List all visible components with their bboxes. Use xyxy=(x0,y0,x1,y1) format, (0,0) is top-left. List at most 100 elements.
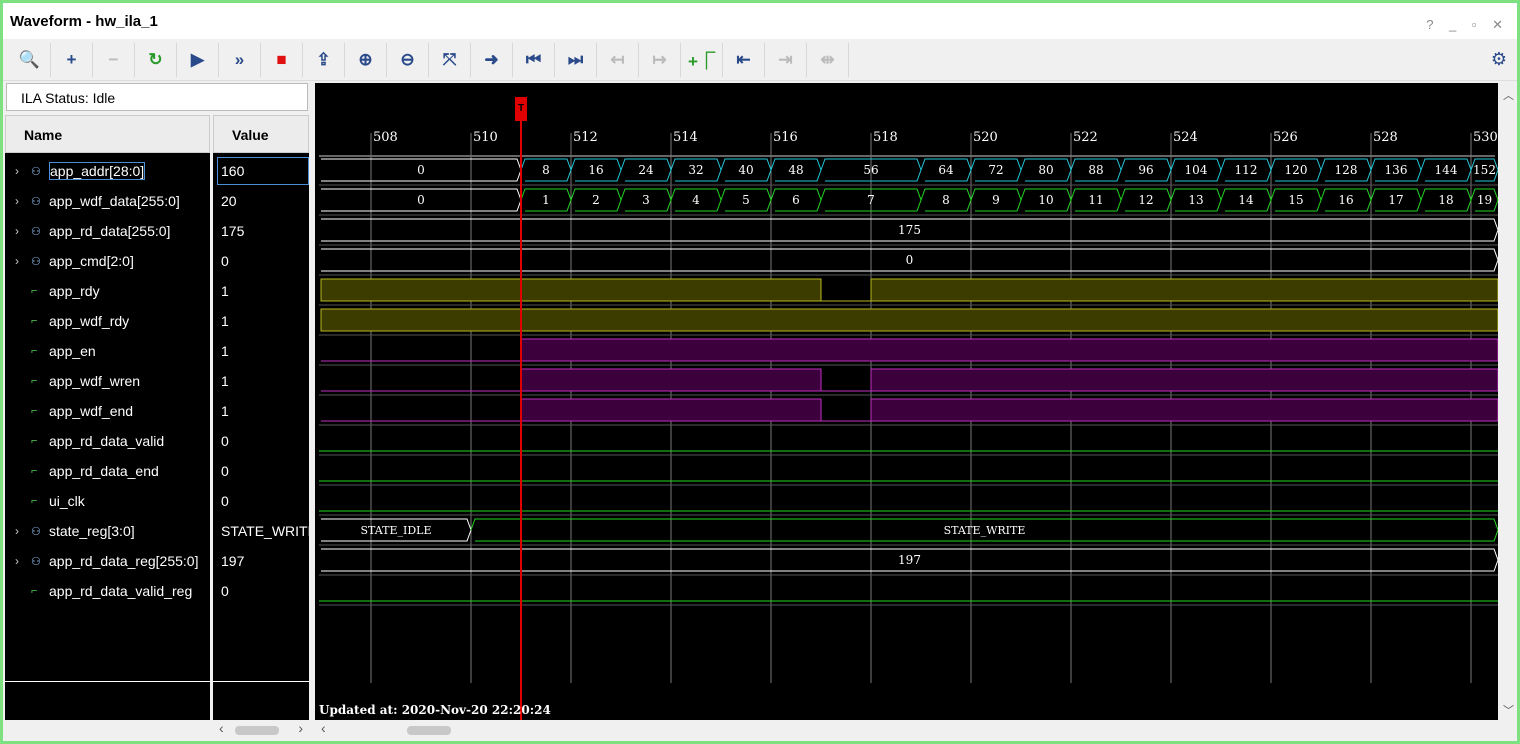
signal-value-text: 0 xyxy=(221,583,229,599)
time-tick-label: 528 xyxy=(1373,130,1398,145)
run-immediate-icon: » xyxy=(234,49,245,69)
value-column-header[interactable]: Value xyxy=(213,115,309,153)
next-transition-button[interactable]: ↦ xyxy=(639,42,681,77)
zoom-out-button[interactable]: ⊖ xyxy=(387,42,429,77)
signal-row[interactable]: ⌐ ui_clk xyxy=(5,486,210,516)
time-tick-label: 526 xyxy=(1273,130,1298,145)
signal-row[interactable]: › ⚇ app_cmd[2:0] xyxy=(5,246,210,276)
signal-value-text: 1 xyxy=(221,343,229,359)
signal-name: state_reg[3:0] xyxy=(49,523,135,539)
window-controls[interactable]: ? _ ▫ ✕ xyxy=(1426,17,1509,32)
signal-value: 0 xyxy=(213,486,309,516)
next-marker-button[interactable]: ⇥ xyxy=(765,42,807,77)
name-column-header[interactable]: Name xyxy=(5,115,210,153)
signal-value: 20 xyxy=(213,186,309,216)
signal-name: app_rd_data_valid_reg xyxy=(49,583,193,599)
zoom-in-icon: ⊕ xyxy=(358,49,373,69)
signal-row[interactable]: ⌐ app_en xyxy=(5,336,210,366)
signal-name: app_rd_data_end xyxy=(49,463,159,479)
go-to-last-time-button[interactable]: ⏭ xyxy=(555,42,597,77)
search-button[interactable]: 🔍 xyxy=(9,42,51,77)
bus-value-label: 9 xyxy=(992,193,1000,207)
signal-value-text: 175 xyxy=(221,223,245,239)
bus-segment xyxy=(1320,158,1372,182)
signal-value: 1 xyxy=(213,366,309,396)
expand-chevron-icon[interactable]: › xyxy=(15,524,19,538)
run-trigger-button[interactable]: ▶ xyxy=(177,42,219,77)
search-icon: 🔍 xyxy=(18,49,41,69)
signal-value-text: STATE_WRITE xyxy=(221,523,309,539)
vertical-scrollbar[interactable]: ︿ ﹀ xyxy=(1500,83,1517,720)
signal-value-text: 1 xyxy=(221,283,229,299)
add-marker-button[interactable]: +⎾ xyxy=(681,42,723,77)
waveform-area[interactable]: 508 510 512 514 516 518 520 522 524 526 528 530 0 8 16… xyxy=(315,83,1499,720)
bus-value-label: 64 xyxy=(938,163,954,177)
go-to-time-zero-button[interactable]: ⏮ xyxy=(513,42,555,77)
waveform-horizontal-scrollbar[interactable]: ‹ xyxy=(315,720,1498,741)
signal-row[interactable]: ⌐ app_wdf_rdy xyxy=(5,306,210,336)
bus-value-label: 128 xyxy=(1335,163,1358,177)
value-horizontal-scrollbar[interactable]: ‹ › xyxy=(213,720,309,741)
time-tick-label: 514 xyxy=(673,130,698,145)
run-trigger-immediate-icon: ↻ xyxy=(148,49,163,69)
bit-high-pulse xyxy=(320,278,822,302)
expand-chevron-icon[interactable]: › xyxy=(15,254,19,268)
expand-chevron-icon[interactable]: › xyxy=(15,224,19,238)
signal-row[interactable]: ⌐ app_wdf_end xyxy=(5,396,210,426)
previous-transition-button[interactable]: ↤ xyxy=(597,42,639,77)
bus-value-label: 0 xyxy=(417,193,425,207)
signal-row[interactable]: › ⚇ state_reg[3:0] xyxy=(5,516,210,546)
signal-row[interactable]: ⌐ app_rd_data_end xyxy=(5,456,210,486)
bus-value-label: 4 xyxy=(692,193,700,207)
zoom-in-button[interactable]: ⊕ xyxy=(345,42,387,77)
bit-signal-icon: ⌐ xyxy=(31,285,38,297)
bus-segment xyxy=(1220,158,1272,182)
bus-signal-icon: ⚇ xyxy=(31,225,41,238)
zoom-fit-button[interactable]: ⤧ xyxy=(429,42,471,77)
export-button[interactable]: ⇪ xyxy=(303,42,345,77)
signal-row[interactable]: ⌐ app_rd_data_valid_reg xyxy=(5,576,210,606)
expand-chevron-icon[interactable]: › xyxy=(15,194,19,208)
bus-segment xyxy=(1070,188,1122,212)
go-to-cursor-button[interactable]: ➜ xyxy=(471,42,513,77)
signal-name: app_rd_data[255:0] xyxy=(49,223,171,239)
bit-signal-icon: ⌐ xyxy=(31,465,38,477)
bit-high-pulse xyxy=(870,398,1499,422)
expand-chevron-icon[interactable]: › xyxy=(15,554,19,568)
signal-row[interactable]: ⌐ app_wdf_wren xyxy=(5,366,210,396)
previous-marker-button[interactable]: ⇤ xyxy=(723,42,765,77)
signal-row[interactable]: › ⚇ app_addr[28:0] xyxy=(5,156,210,186)
run-immediate-button[interactable]: » xyxy=(219,42,261,77)
bus-signal-icon: ⚇ xyxy=(31,255,41,268)
signal-row[interactable]: › ⚇ app_wdf_data[255:0] xyxy=(5,186,210,216)
bus-value-label: 16 xyxy=(588,163,603,177)
bus-segment xyxy=(670,188,722,212)
signal-value: STATE_WRITE xyxy=(213,516,309,546)
remove-button[interactable]: − xyxy=(93,42,135,77)
bus-segment xyxy=(1120,188,1172,212)
bus-segment xyxy=(1470,158,1499,182)
signal-row[interactable]: ⌐ app_rd_data_valid xyxy=(5,426,210,456)
signal-name: app_addr[28:0] xyxy=(49,162,146,180)
add-button[interactable]: + xyxy=(51,42,93,77)
signal-row[interactable]: › ⚇ app_rd_data[255:0] xyxy=(5,216,210,246)
bus-segment xyxy=(670,158,722,182)
expand-chevron-icon[interactable]: › xyxy=(15,164,19,178)
gear-icon[interactable]: ⚙ xyxy=(1490,49,1507,69)
divider xyxy=(213,681,309,682)
signal-row[interactable]: › ⚇ app_rd_data_reg[255:0] xyxy=(5,546,210,576)
signal-row[interactable]: ⌐ app_rdy xyxy=(5,276,210,306)
bus-signal-icon: ⚇ xyxy=(31,555,41,568)
stop-button[interactable]: ■ xyxy=(261,42,303,77)
bus-segment xyxy=(820,158,922,182)
run-trigger-immediate-button[interactable]: ↻ xyxy=(135,42,177,77)
bus-value-label: 6 xyxy=(792,193,800,207)
bus-value-label: 136 xyxy=(1385,163,1408,177)
swap-cursors-button[interactable]: ⇹ xyxy=(807,42,849,77)
time-tick-label: 518 xyxy=(873,130,898,145)
time-tick-label: 524 xyxy=(1173,130,1198,145)
bus-segment xyxy=(470,518,1499,542)
bus-value-label: 10 xyxy=(1038,193,1053,207)
signal-value-text: 197 xyxy=(221,553,245,569)
